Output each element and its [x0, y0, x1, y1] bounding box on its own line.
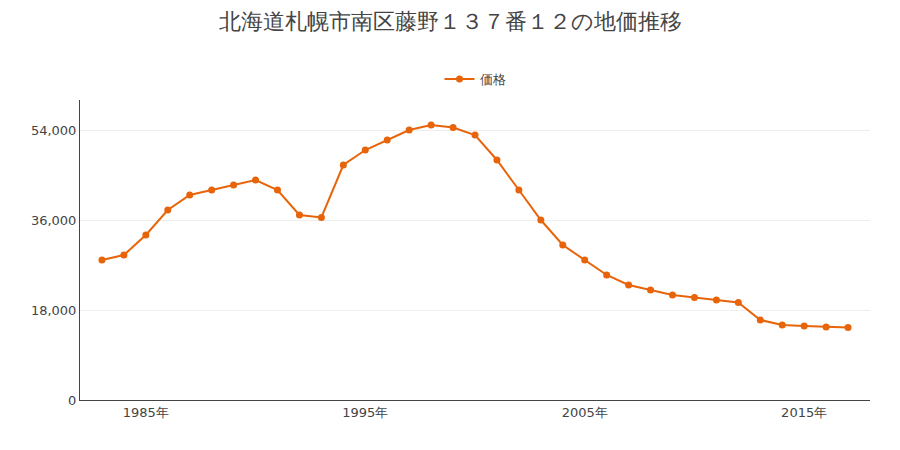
svg-text:北海道札幌市南区藤野１３７番１２の地価推移: 北海道札幌市南区藤野１３７番１２の地価推移: [219, 9, 682, 34]
svg-text:1995年: 1995年: [342, 405, 388, 420]
svg-text:2015年: 2015年: [781, 405, 827, 420]
svg-text:価格: 価格: [480, 72, 506, 87]
svg-text:2005年: 2005年: [562, 405, 608, 420]
svg-text:1985年: 1985年: [123, 405, 169, 420]
svg-text:0: 0: [68, 393, 76, 408]
svg-text:54,000: 54,000: [31, 123, 77, 138]
svg-text:18,000: 18,000: [31, 303, 77, 318]
svg-text:36,000: 36,000: [31, 213, 77, 228]
